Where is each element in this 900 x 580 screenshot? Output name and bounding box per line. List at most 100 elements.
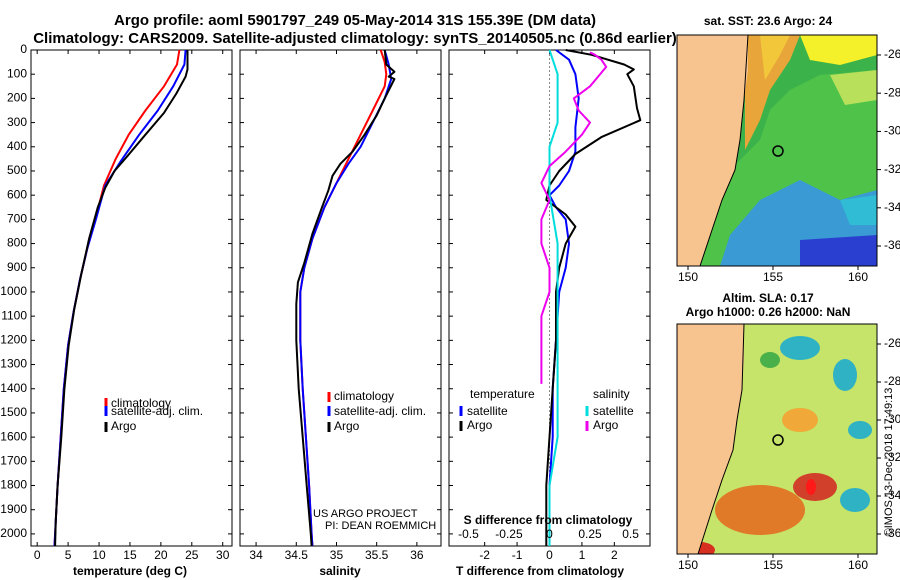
s-tick-label: 0.5 [622,527,639,541]
lon-tick-label: 150 [678,270,698,284]
legend-label-satellite: satellite-adj. clim. [334,404,426,418]
lat-tick-label: -30 [884,412,900,426]
legend-label-temp-argo: Argo [467,418,493,432]
x-tick-label: 20 [154,548,168,562]
sst-cyan [840,195,877,225]
salinity-axis-label: salinity [319,564,361,578]
temperature-legend: climatology satellite-adj. clim. Argo [104,396,203,433]
depth-tick-label: 1100 [1,308,27,322]
land-1 [677,35,748,266]
depth-tick-label: 1800 [0,478,27,492]
legend-label-climatology: climatology [111,396,171,410]
lat-tick-label: -32 [884,450,900,464]
title-line2: Climatology: CARS2009. Satellite-adjuste… [33,30,677,47]
sla-max [806,479,816,495]
sst-lightgreen [830,70,877,105]
sla-low-4 [840,488,870,512]
lat-tick-label: -28 [884,85,900,99]
x-tick-label: 0 [34,548,41,562]
x-tick-label: 15 [123,548,137,562]
lat-tick-label: -34 [884,200,900,214]
x-tick-label: 30 [216,548,230,562]
legend-label-temp-satellite: satellite [467,404,508,418]
x-tick-label: 1 [579,548,586,562]
coastline-1 [699,35,749,266]
depth-tick-label: 900 [7,260,27,274]
annotation-project: US ARGO PROJECT [313,508,418,520]
depth-tick-label: 1200 [0,333,27,347]
lat-tick-label: -26 [884,336,900,350]
series-salinity-satellite [548,49,559,546]
depth-axis: 0 100 200 300 400 500 600 700 800 900 1000 1100 1200… [0,42,27,540]
map2-title-line2: Argo h1000: 0.26 h2000: NaN [686,305,851,319]
sla-high-2 [715,485,805,535]
sst-map [676,34,878,267]
map2-frame [676,323,878,555]
sla-map [676,323,878,555]
depth-tick-label: 2000 [0,526,27,540]
argo-location-marker-2 [772,434,784,446]
difference-legend: temperature salinity satellite Argo sate… [459,387,634,432]
lon-tick-label: 160 [848,270,868,284]
depth-tick-label: 1900 [0,502,27,516]
map1-axes: -26 -28 -30 -32 -34 -36 150 155 160 [678,47,900,284]
s-difference-ticks: -0.5 -0.25 0 0.25 0.5 [458,527,639,541]
t-difference-axis-label: T difference from climatology [456,564,624,578]
temperature-axis-label: temperature (deg C) [73,564,187,578]
sst-yellow [800,35,877,65]
lat-tick-label: -32 [884,162,900,176]
sla-low-2 [833,359,857,391]
legend-title-temperature: temperature [470,387,535,401]
x-tick-label: 35 [330,548,344,562]
lon-tick-label: 150 [678,558,698,572]
s-tick-label: -0.25 [495,527,523,541]
legend-title-salinity: salinity [593,387,630,401]
depth-tick-label: 1400 [0,381,27,395]
s-tick-label: 0.25 [578,527,602,541]
depth-tick-label: 500 [7,163,27,177]
salinity-panel: 34 34.5 35 35.5 36 [239,49,442,562]
plot-frame [30,49,233,547]
x-tick-label: 0 [546,548,553,562]
sst-warm-tip [760,35,790,80]
lat-tick-label: -28 [884,374,900,388]
depth-tick-label: 1600 [0,429,27,443]
x-tick-label: 2 [611,548,618,562]
map1-title: sat. SST: 23.6 Argo: 24 [704,14,833,28]
sst-cold [800,235,877,266]
lon-tick-label: 155 [763,558,783,572]
legend-label-argo: Argo [111,419,137,433]
depth-tick-label: 1700 [0,453,27,467]
s-tick-label: 0 [546,527,553,541]
depth-tick-label: 400 [7,139,27,153]
depth-tick-label: 100 [7,66,27,80]
x-tick-label: 25 [185,548,199,562]
series-argo [54,50,189,547]
map2-axes: -26 -28 -30 -32 -34 -36 150 155 160 [678,336,900,572]
depth-tick-label: 1000 [0,284,27,298]
sla-low-3 [848,421,872,439]
x-tick-label: 34.5 [285,548,309,562]
series-salinity-argo [540,51,608,384]
x-tick-label: 36 [410,548,424,562]
depth-tick-label: 800 [7,236,27,250]
series-argo [295,49,396,547]
depth-tick-label: 600 [7,187,27,201]
coastline-2 [697,324,745,554]
annotation-pi: PI: DEAN ROEMMICH [325,520,436,532]
lon-tick-label: 160 [848,558,868,572]
x-tick-label: -1 [512,548,523,562]
legend-label-argo: Argo [334,419,360,433]
sla-high-1 [782,408,818,432]
sla-green-1 [760,352,780,368]
depth-tick-label: 0 [20,42,27,56]
argo-location-marker [772,145,784,157]
lat-tick-label: -36 [884,526,900,540]
x-tick-label: 34 [249,548,263,562]
depth-tick-label: 200 [7,91,27,105]
legend-label-sal-satellite: satellite [593,404,634,418]
lat-tick-label: -34 [884,488,900,502]
sla-low-1 [780,336,820,360]
map2-title-line1: Altim. SLA: 0.17 [722,291,814,305]
